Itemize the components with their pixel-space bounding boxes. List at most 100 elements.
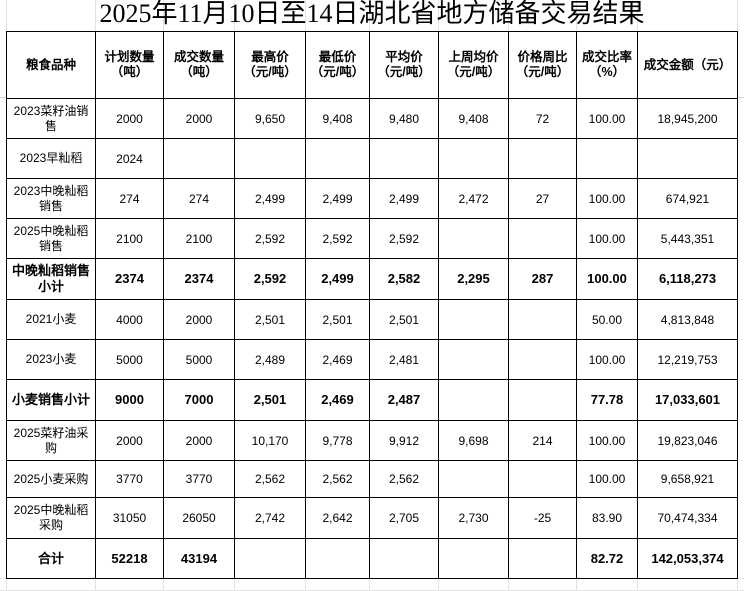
column-header-line2: （元/吨） xyxy=(446,65,501,79)
cell-r10-c7: -25 xyxy=(508,497,577,539)
row-label: 2023中晚籼稻销售 xyxy=(6,178,96,219)
cell-r2-c1: 274 xyxy=(95,178,164,219)
column-header-line1: 平均价 xyxy=(385,50,423,64)
column-header-2: 成交数量 （吨） xyxy=(163,31,235,99)
cell-r4-c9: 6,118,273 xyxy=(637,258,738,300)
cell-r6-c8: 100.00 xyxy=(576,339,638,380)
row-label: 中晚籼稻销售小计 xyxy=(6,258,96,300)
cell-r8-c4: 9,778 xyxy=(305,420,370,461)
row-label: 2023小麦 xyxy=(6,339,96,380)
table-row: 合计 52218 43194 82.72 142,053,374 xyxy=(6,538,738,579)
cell-r3-c2: 2100 xyxy=(163,218,235,259)
table-row: 2025中晚籼稻采购 31050 26050 2,742 2,642 2,705 2,730… xyxy=(6,497,738,539)
cell-r5-c6 xyxy=(438,299,509,340)
cell-r2-c4: 2,499 xyxy=(305,178,370,219)
cell-r7-c9: 17,033,601 xyxy=(637,379,738,421)
cell-r10-c2: 26050 xyxy=(163,497,235,539)
cell-r3-c8: 100.00 xyxy=(576,218,638,259)
column-header-line2: （元/吨） xyxy=(243,65,297,79)
cell-r6-c2: 5000 xyxy=(163,339,235,380)
cell-r9-c6 xyxy=(438,460,509,498)
column-header-5: 平均价 （元/吨） xyxy=(369,31,439,99)
cell-r7-c8: 77.78 xyxy=(576,379,638,421)
table-body: 2023菜籽油销售 2000 2000 9,650 9,408 9,480 9,408 72 1… xyxy=(6,98,738,579)
cell-r11-c7 xyxy=(508,538,577,579)
cell-r1-c1: 2024 xyxy=(95,138,164,179)
cell-r1-c5 xyxy=(369,138,439,179)
column-header-line1: 粮食品种 xyxy=(25,57,76,72)
cell-r11-c9: 142,053,374 xyxy=(637,538,738,579)
cell-r11-c3 xyxy=(234,538,306,579)
cell-r10-c4: 2,642 xyxy=(305,497,370,539)
column-header-line2: （元/吨） xyxy=(310,65,365,79)
cell-r7-c1: 9000 xyxy=(95,379,164,421)
row-label: 2023菜籽油销售 xyxy=(6,98,96,139)
cell-r5-c1: 4000 xyxy=(95,299,164,340)
column-header-line1: 上周均价 xyxy=(448,50,499,64)
cell-r8-c3: 10,170 xyxy=(234,420,306,461)
table-row: 2023小麦 5000 5000 2,489 2,469 2,481 100.00 12,21… xyxy=(6,339,738,380)
cell-r10-c1: 31050 xyxy=(95,497,164,539)
cell-r0-c4: 9,408 xyxy=(305,98,370,139)
table-row: 2025中晚籼稻销售 2100 2100 2,592 2,592 2,592 100.00 5… xyxy=(6,218,738,259)
cell-r6-c4: 2,469 xyxy=(305,339,370,380)
column-header-9: 成交金额（元） xyxy=(637,31,738,99)
column-header-7: 价格周比 （元/吨） xyxy=(508,31,577,99)
table-row: 2023菜籽油销售 2000 2000 9,650 9,408 9,480 9,408 72 1… xyxy=(6,98,738,139)
cell-r7-c7 xyxy=(508,379,577,421)
cell-r4-c2: 2374 xyxy=(163,258,235,300)
row-label: 2021小麦 xyxy=(6,299,96,340)
cell-r11-c2: 43194 xyxy=(163,538,235,579)
column-header-6: 上周均价 （元/吨） xyxy=(438,31,509,99)
row-label: 2025小麦采购 xyxy=(6,460,96,498)
row-label: 2025中晚籼稻采购 xyxy=(6,497,96,539)
cell-r9-c7 xyxy=(508,460,577,498)
column-header-line1: 最高价 xyxy=(251,50,289,64)
cell-r2-c3: 2,499 xyxy=(234,178,306,219)
cell-r6-c6 xyxy=(438,339,509,380)
cell-r1-c7 xyxy=(508,138,577,179)
cell-r1-c8 xyxy=(576,138,638,179)
table-header-row: 粮食品种 计划数量 （吨） 成交数量 （吨） 最高价 （元/吨） 最低价 （元/吨） 平均价 （元/… xyxy=(6,31,738,99)
cell-r8-c1: 2000 xyxy=(95,420,164,461)
row-label: 合计 xyxy=(6,538,96,579)
cell-r2-c9: 674,921 xyxy=(637,178,738,219)
cell-r8-c6: 9,698 xyxy=(438,420,509,461)
column-header-line2: （%） xyxy=(588,65,626,79)
cell-r9-c2: 3770 xyxy=(163,460,235,498)
cell-r5-c7 xyxy=(508,299,577,340)
table-header: 粮食品种 计划数量 （吨） 成交数量 （吨） 最高价 （元/吨） 最低价 （元/吨） 平均价 （元/… xyxy=(6,31,738,99)
cell-r8-c7: 214 xyxy=(508,420,577,461)
column-header-3: 最高价 （元/吨） xyxy=(234,31,306,99)
cell-r1-c4 xyxy=(305,138,370,179)
cell-r4-c7: 287 xyxy=(508,258,577,300)
column-header-line2: （元/吨） xyxy=(515,65,570,79)
cell-r2-c8: 100.00 xyxy=(576,178,638,219)
column-header-8: 成交比率 （%） xyxy=(576,31,638,99)
cell-r8-c5: 9,912 xyxy=(369,420,439,461)
cell-r0-c7: 72 xyxy=(508,98,577,139)
table-container: 粮食品种 计划数量 （吨） 成交数量 （吨） 最高价 （元/吨） 最低价 （元/吨） 平均价 （元/… xyxy=(6,31,738,579)
column-header-line1: 成交比率 xyxy=(581,50,632,64)
column-header-line1: 成交数量 xyxy=(173,50,224,64)
column-header-1: 计划数量 （吨） xyxy=(95,31,164,99)
table-row: 2025菜籽油采购 2000 2000 10,170 9,778 9,912 9,698 21… xyxy=(6,420,738,461)
cell-r11-c8: 82.72 xyxy=(576,538,638,579)
cell-r9-c5: 2,562 xyxy=(369,460,439,498)
cell-r5-c3: 2,501 xyxy=(234,299,306,340)
cell-r6-c7 xyxy=(508,339,577,380)
cell-r11-c6 xyxy=(438,538,509,579)
grain-trade-results-table: 粮食品种 计划数量 （吨） 成交数量 （吨） 最高价 （元/吨） 最低价 （元/吨） 平均价 （元/… xyxy=(6,31,738,579)
cell-r6-c5: 2,481 xyxy=(369,339,439,380)
cell-r2-c5: 2,499 xyxy=(369,178,439,219)
row-label: 2023早籼稻 xyxy=(6,138,96,179)
row-label: 2025中晚籼稻销售 xyxy=(6,218,96,259)
cell-r6-c1: 5000 xyxy=(95,339,164,380)
cell-r2-c7: 27 xyxy=(508,178,577,219)
cell-r7-c6 xyxy=(438,379,509,421)
cell-r4-c6: 2,295 xyxy=(438,258,509,300)
cell-r1-c6 xyxy=(438,138,509,179)
cell-r0-c5: 9,480 xyxy=(369,98,439,139)
cell-r11-c4 xyxy=(305,538,370,579)
cell-r5-c9: 4,813,848 xyxy=(637,299,738,340)
